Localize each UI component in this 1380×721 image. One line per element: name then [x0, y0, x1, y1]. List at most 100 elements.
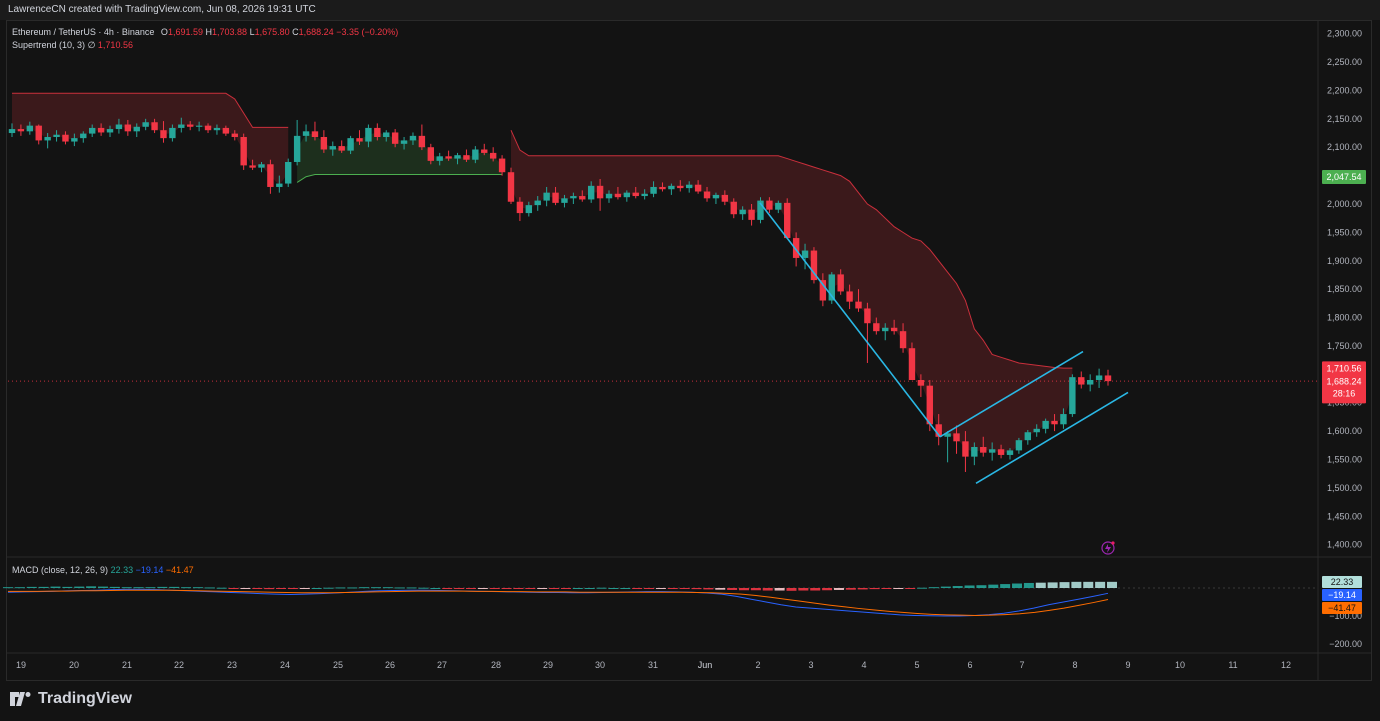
x-tick-label: 27 — [437, 660, 447, 670]
supertrend-label[interactable]: Supertrend (10, 3) — [12, 40, 86, 50]
macd-histogram-bar — [418, 587, 429, 589]
candle-body — [552, 192, 559, 203]
macd-histogram-bar — [679, 588, 690, 589]
tradingview-logo[interactable]: TradingView — [10, 689, 132, 709]
macd-histogram-bar — [1012, 583, 1023, 588]
candle-body — [35, 125, 42, 141]
candle-body — [784, 202, 791, 239]
ohlc-low: 1,675.80 — [254, 27, 290, 37]
y-tick-label: 1,850.00 — [1327, 284, 1362, 294]
price-change: −3.35 (−0.20%) — [336, 27, 399, 37]
candle-body — [997, 449, 1005, 455]
macd-histogram-bar — [620, 588, 631, 589]
macd-histogram-bar — [38, 586, 49, 588]
macd-y-tick-label: −200.00 — [1329, 639, 1362, 649]
candle-body — [463, 155, 470, 160]
macd-histogram-bar — [121, 587, 132, 589]
candle-body — [837, 274, 844, 292]
symbol-label[interactable]: Ethereum / TetherUS · 4h · Binance — [12, 27, 155, 37]
candle-body — [338, 146, 345, 151]
chart-svg[interactable]: 2,300.00 2,250.00 2,200.00 2,150.00 2,100.00… — [0, 0, 1380, 681]
macd-histogram-bar — [454, 588, 465, 589]
candle-body — [819, 280, 827, 301]
macd-histogram-bar — [560, 588, 571, 589]
candle-body — [828, 274, 835, 301]
macd-histogram-bar — [940, 586, 951, 588]
badge-macd-line: −19.14 — [1328, 590, 1356, 600]
candle-body — [659, 186, 666, 190]
candle-body — [516, 201, 524, 214]
candle-body — [472, 149, 479, 160]
candle-body — [400, 140, 408, 144]
ohlc-high: 1,703.88 — [212, 27, 248, 37]
macd-label[interactable]: MACD (close, 12, 26, 9) — [12, 565, 109, 575]
macd-histogram-bar — [525, 588, 536, 589]
y-tick-label: 1,800.00 — [1327, 313, 1362, 323]
candle-body — [980, 446, 987, 453]
macd-histogram-bar — [549, 588, 560, 589]
candle-body — [730, 201, 737, 215]
macd-signal-line — [8, 589, 1109, 616]
macd-histogram-bar — [477, 588, 488, 589]
y-tick-label: 2,100.00 — [1327, 142, 1362, 152]
macd-histogram-bar — [810, 588, 821, 591]
candle-body — [650, 186, 657, 194]
macd-histogram-bar — [465, 588, 476, 589]
candle-body — [712, 194, 720, 199]
macd-histogram-bar — [335, 587, 346, 589]
candle-body — [374, 127, 381, 138]
supertrend-up-fill — [297, 132, 503, 183]
macd-histogram-bar — [311, 588, 322, 589]
y-tick-label: 1,900.00 — [1327, 256, 1362, 266]
macd-histogram-bar — [798, 588, 809, 591]
macd-histogram-bar — [3, 587, 13, 589]
y-tick-label: 1,600.00 — [1327, 426, 1362, 436]
candle-body — [1078, 377, 1085, 385]
supertrend-down-line — [12, 92, 289, 128]
badge-macd-hist-bg — [1322, 576, 1362, 588]
x-tick-label: Jun — [698, 660, 713, 670]
candle-body — [178, 124, 185, 128]
macd-histogram-bar — [845, 588, 856, 590]
macd-histogram-bar — [632, 588, 643, 589]
x-tick-label: 31 — [648, 660, 658, 670]
candle-body — [570, 196, 577, 199]
macd-histogram-bar — [1035, 582, 1046, 588]
candle-body — [1015, 440, 1023, 451]
macd-histogram-bar — [691, 588, 702, 590]
macd-histogram-bar — [655, 588, 666, 589]
candle-body — [1042, 420, 1049, 429]
macd-histogram-bar — [667, 588, 678, 589]
candle-body — [846, 291, 853, 302]
candle-body — [240, 137, 247, 166]
candle-body — [534, 200, 541, 206]
supertrend-zero: ∅ — [87, 40, 96, 50]
candle-body — [329, 146, 336, 150]
y-tick-label: 2,250.00 — [1327, 57, 1362, 67]
attribution-bar: LawrenceCN created with TradingView.com,… — [0, 0, 1380, 20]
candle-body — [579, 196, 586, 200]
y-tick-label: 2,200.00 — [1327, 85, 1362, 95]
candle-body — [481, 149, 488, 153]
macd-histogram-bar — [382, 587, 393, 589]
candle-body — [703, 191, 711, 199]
candle-body — [418, 135, 426, 148]
ohlc-o-label: O — [160, 27, 168, 37]
ohlc-close: 1,688.24 — [298, 27, 334, 37]
x-tick-label: 23 — [227, 660, 237, 670]
candle-body — [766, 200, 773, 210]
tradingview-logo-icon — [10, 692, 32, 706]
macd-histogram-bar — [869, 588, 880, 590]
x-tick-label: 19 — [16, 660, 26, 670]
candle-body — [26, 125, 34, 132]
y-tick-label: 1,550.00 — [1327, 454, 1362, 464]
macd-hist-value: 22.33 — [110, 565, 134, 575]
x-tick-label: 30 — [595, 660, 605, 670]
candle-body — [623, 192, 631, 198]
macd-histogram-bar — [1083, 581, 1094, 588]
x-tick-label: 4 — [861, 660, 866, 670]
macd-histogram-bar — [774, 588, 785, 591]
y-tick-label: 2,000.00 — [1327, 199, 1362, 209]
macd-histogram-bar — [857, 588, 868, 590]
chart-frame[interactable] — [6, 20, 1372, 681]
